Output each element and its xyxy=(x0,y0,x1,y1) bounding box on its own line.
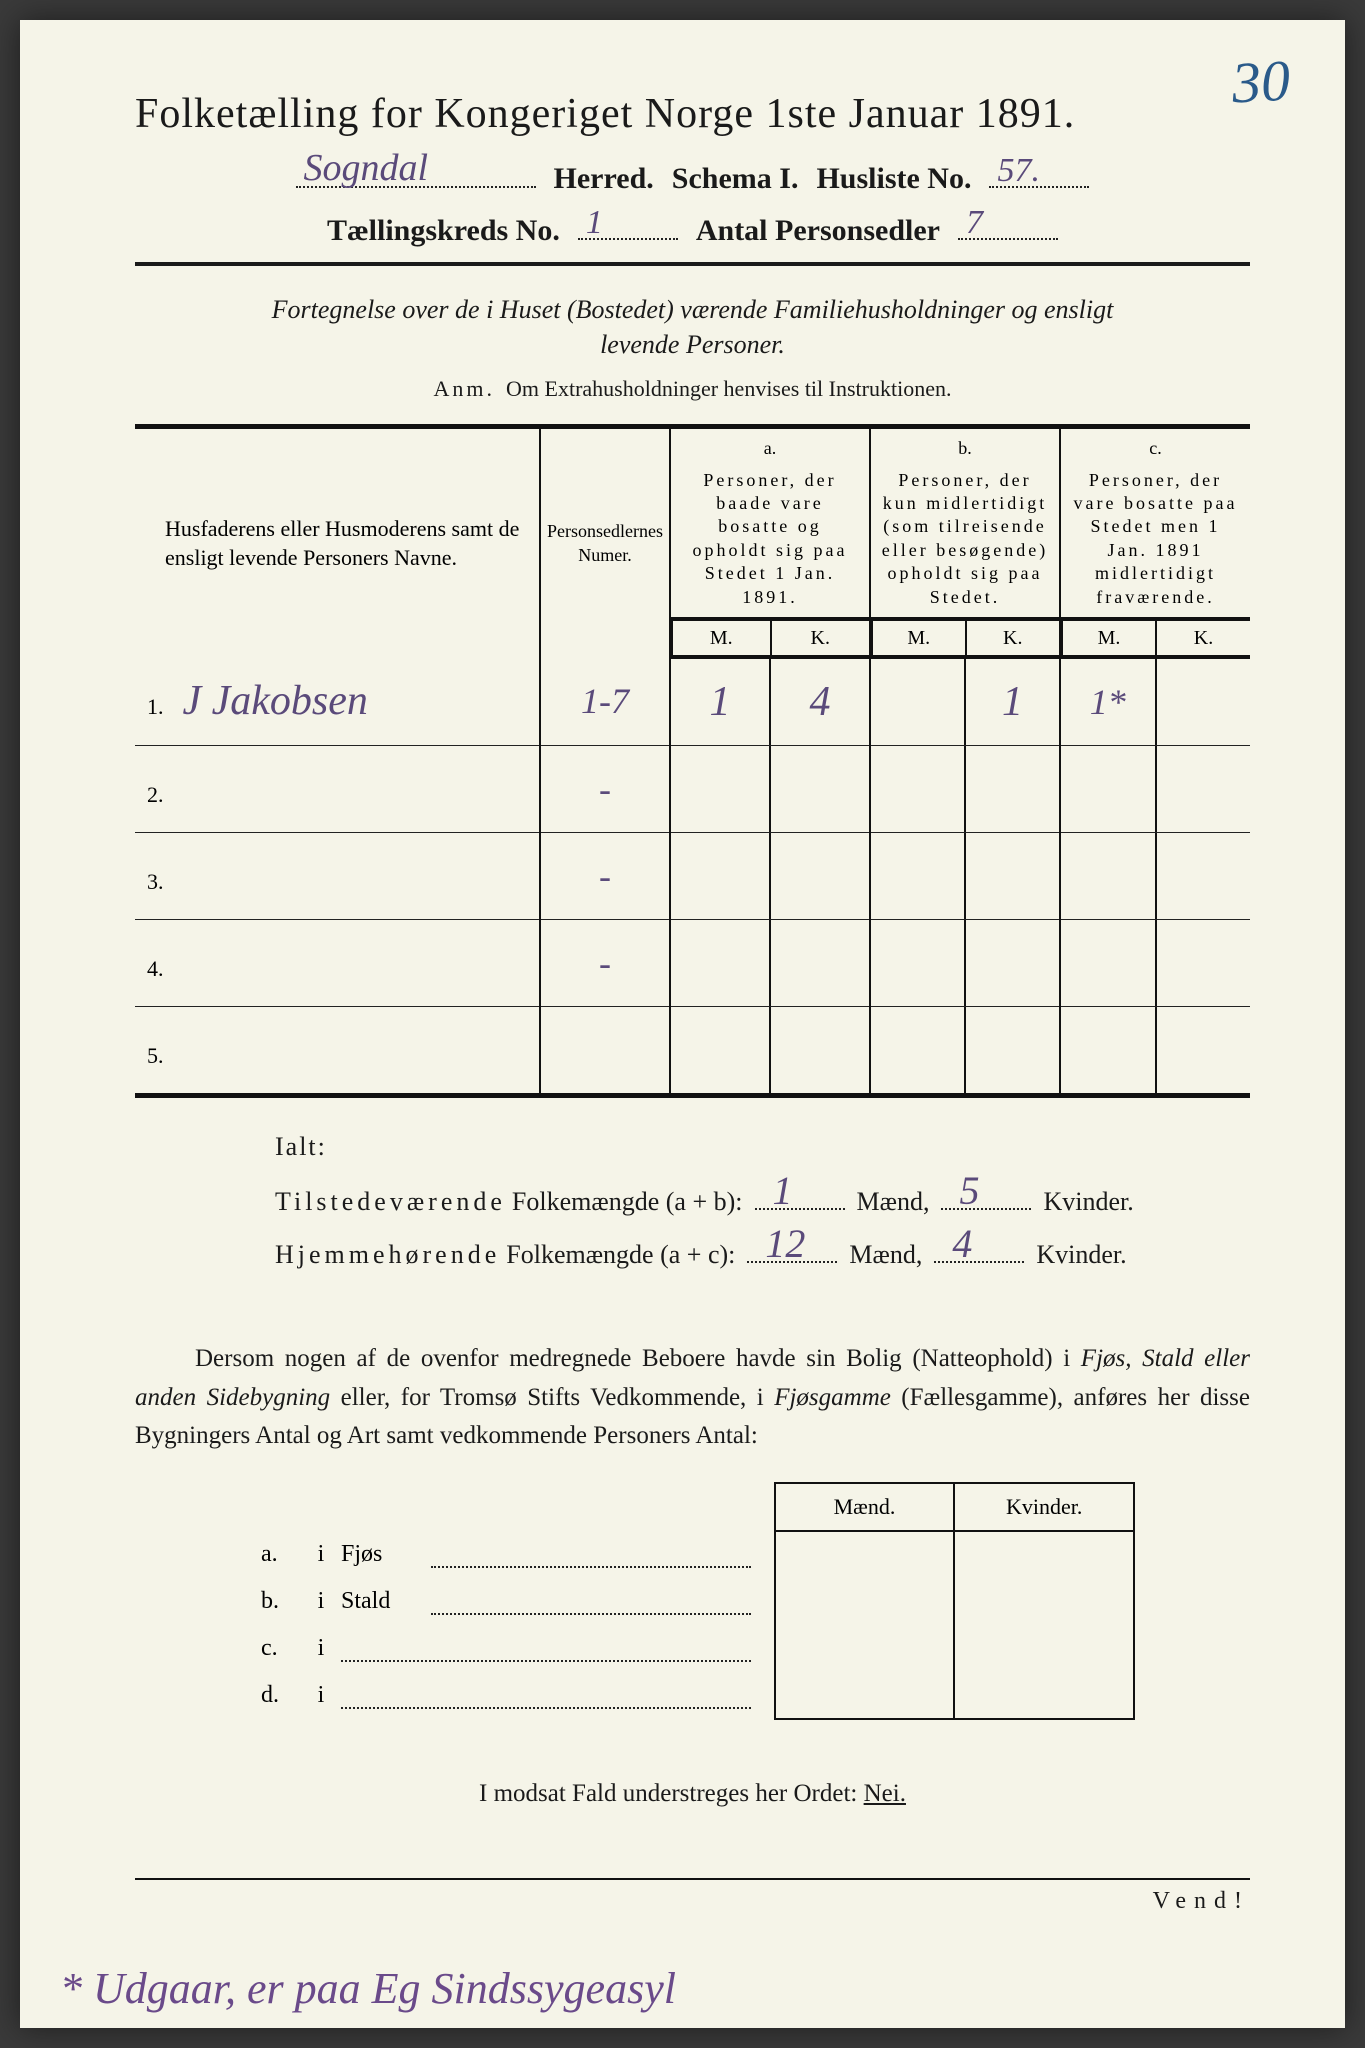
sec-row: a.iFjøs xyxy=(255,1531,1134,1578)
kreds-value: 1 xyxy=(586,204,603,242)
col-name: Husfaderens eller Husmoderens samt de en… xyxy=(135,427,540,658)
subtitle-2: levende Personer. xyxy=(600,330,785,359)
divider-1 xyxy=(135,262,1250,266)
corner-page-number: 30 xyxy=(1230,47,1291,117)
para-t2: eller, for Tromsø Stifts Vedkommende, i xyxy=(330,1384,774,1411)
ialt2-a: Hjemmehørende xyxy=(275,1240,500,1270)
col-a-txt: Personer, der baade vare bosatte og opho… xyxy=(693,470,848,607)
divider-bottom xyxy=(135,1878,1250,1880)
antal-field: 7 xyxy=(958,208,1058,240)
col-c-m: M. xyxy=(1062,620,1156,656)
ialt1-b: Folkemængde (a + b): xyxy=(512,1187,743,1217)
col-b-m: M. xyxy=(872,620,966,656)
ialt-label: Ialt: xyxy=(275,1132,1250,1162)
col-name-text: Husfaderens eller Husmoderens samt de en… xyxy=(165,516,519,570)
col-a-m: M. xyxy=(672,620,771,656)
col-c-k: K. xyxy=(1156,620,1250,656)
sec-row: d.i xyxy=(255,1672,1134,1719)
table-row: 3. - xyxy=(135,832,1250,919)
census-form-page: 30 Folketælling for Kongeriget Norge 1st… xyxy=(20,20,1345,2028)
table-row: 2. - xyxy=(135,745,1250,832)
ialt2-m: 12 xyxy=(765,1220,805,1267)
anm-line: Anm. Om Extrahusholdninger henvises til … xyxy=(135,376,1250,402)
sec-row: c.i xyxy=(255,1625,1134,1672)
anm-label: Anm. xyxy=(434,376,496,401)
kreds-label: Tællingskreds No. xyxy=(327,214,560,248)
subtitle-1: Fortegnelse over de i Huset (Bostedet) v… xyxy=(272,295,1114,324)
antal-label: Antal Personsedler xyxy=(696,214,940,248)
table-row: 1. J Jakobsen1-71411* xyxy=(135,658,1250,746)
ialt2-kvinder: Kvinder. xyxy=(1036,1240,1126,1270)
col-b-txt: Personer, der kun midlertidigt (som tilr… xyxy=(882,470,1048,607)
vend-label: Vend! xyxy=(135,1888,1250,1915)
ialt1-maend: Mænd, xyxy=(857,1187,930,1217)
sec-kvinder: Kvinder. xyxy=(954,1483,1134,1531)
ialt2-b: Folkemængde (a + c): xyxy=(506,1240,735,1270)
anm-text: Om Extrahusholdninger henvises til Instr… xyxy=(506,376,951,401)
ialt-line-1: Tilstedeværende Folkemængde (a + b): 1 M… xyxy=(275,1180,1250,1217)
sec-row: b.iStald xyxy=(255,1578,1134,1625)
subtitle: Fortegnelse over de i Huset (Bostedet) v… xyxy=(135,292,1250,362)
col-c-top: c. xyxy=(1060,427,1250,461)
husliste-value: 57. xyxy=(997,152,1040,190)
col-b-k: K. xyxy=(966,620,1060,656)
sec-maend: Mænd. xyxy=(775,1483,955,1531)
ialt-line-2: Hjemmehørende Folkemængde (a + c): 12 Mæ… xyxy=(275,1233,1250,1270)
header-row-2: Tællingskreds No. 1 Antal Personsedler 7 xyxy=(135,208,1250,248)
para-t1: Dersom nogen af de ovenfor medregnede Be… xyxy=(195,1345,1081,1372)
col-c: Personer, der vare bosatte paa Stedet me… xyxy=(1060,461,1250,618)
col-c-txt: Personer, der vare bosatte paa Stedet me… xyxy=(1074,470,1238,607)
secondary-table: Mænd. Kvinder. a.iFjøsb.iStaldc.id.i xyxy=(255,1482,1135,1720)
modsat-b: Nei. xyxy=(864,1780,906,1807)
main-table: Husfaderens eller Husmoderens samt de en… xyxy=(135,424,1250,1098)
herred-label: Herred. xyxy=(554,162,654,196)
col-b: Personer, der kun midlertidigt (som tilr… xyxy=(870,461,1060,618)
col-nums: Personsedlernes Numer. xyxy=(540,427,670,658)
herred-value: Sogndal xyxy=(304,146,429,190)
schema-label: Schema I. xyxy=(672,162,799,196)
table-row: 5. xyxy=(135,1006,1250,1095)
col-a: Personer, der baade vare bosatte og opho… xyxy=(670,461,870,618)
sec-blank-head xyxy=(255,1483,775,1531)
ialt2-m-field: 12 xyxy=(747,1233,837,1263)
ialt2-k-field: 4 xyxy=(934,1233,1024,1263)
table-row: 4. - xyxy=(135,919,1250,1006)
bottom-handwriting: * Udgaar, er paa Eg Sindssygeasyl xyxy=(60,1963,676,2014)
antal-value: 7 xyxy=(966,204,983,242)
col-a-top: a. xyxy=(670,427,870,461)
ialt1-kvinder: Kvinder. xyxy=(1043,1187,1133,1217)
ialt1-k-field: 5 xyxy=(941,1180,1031,1210)
ialt2-k: 4 xyxy=(952,1220,972,1267)
ialt1-m: 1 xyxy=(773,1167,793,1214)
para-it2: Fjøsgamme xyxy=(774,1384,891,1411)
col-a-k: K. xyxy=(771,620,870,656)
ialt2-maend: Mænd, xyxy=(849,1240,922,1270)
kreds-field: 1 xyxy=(578,208,678,240)
ialt-block: Ialt: Tilstedeværende Folkemængde (a + b… xyxy=(275,1132,1250,1270)
header-row-1: Sogndal Herred. Schema I. Husliste No. 5… xyxy=(135,156,1250,196)
paragraph: Dersom nogen af de ovenfor medregnede Be… xyxy=(135,1340,1250,1456)
page-title: Folketælling for Kongeriget Norge 1ste J… xyxy=(135,90,1250,138)
husliste-label: Husliste No. xyxy=(816,162,971,196)
husliste-field: 57. xyxy=(989,156,1089,188)
modsat-a: I modsat Fald understreges her Ordet: xyxy=(479,1780,864,1807)
ialt1-a: Tilstedeværende xyxy=(275,1187,506,1217)
modsat-line: I modsat Fald understreges her Ordet: Ne… xyxy=(135,1780,1250,1808)
col-b-top: b. xyxy=(870,427,1060,461)
herred-field: Sogndal xyxy=(296,156,536,188)
ialt1-k: 5 xyxy=(959,1167,979,1214)
ialt1-m-field: 1 xyxy=(755,1180,845,1210)
